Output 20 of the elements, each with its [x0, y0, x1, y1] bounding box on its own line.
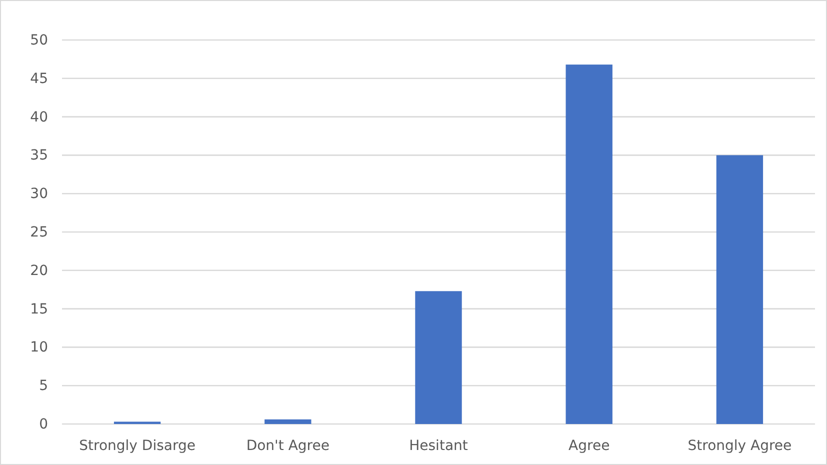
bar: [716, 155, 764, 424]
y-tick-label: 45: [30, 70, 48, 87]
bar: [415, 291, 462, 424]
y-tick-label: 0: [39, 416, 48, 432]
x-tick-label: Hesitant: [409, 438, 468, 454]
y-tick-label: 30: [30, 186, 48, 202]
x-tick-label: Strongly Disarge: [79, 438, 196, 454]
y-tick-label: 15: [30, 301, 48, 318]
y-tick-label: 5: [39, 378, 48, 394]
x-tick-label: Don't Agree: [246, 438, 330, 454]
y-tick-label: 20: [30, 262, 48, 279]
y-tick-label: 50: [30, 32, 48, 48]
y-tick-label: 40: [30, 109, 48, 126]
y-tick-label: 35: [30, 148, 48, 164]
bar: [264, 419, 312, 424]
bar: [566, 64, 612, 424]
x-tick-label: Agree: [568, 438, 610, 454]
x-tick-label: Strongly Agree: [688, 438, 792, 454]
y-tick-label: 10: [30, 340, 48, 356]
y-tick-label: 25: [30, 224, 48, 240]
